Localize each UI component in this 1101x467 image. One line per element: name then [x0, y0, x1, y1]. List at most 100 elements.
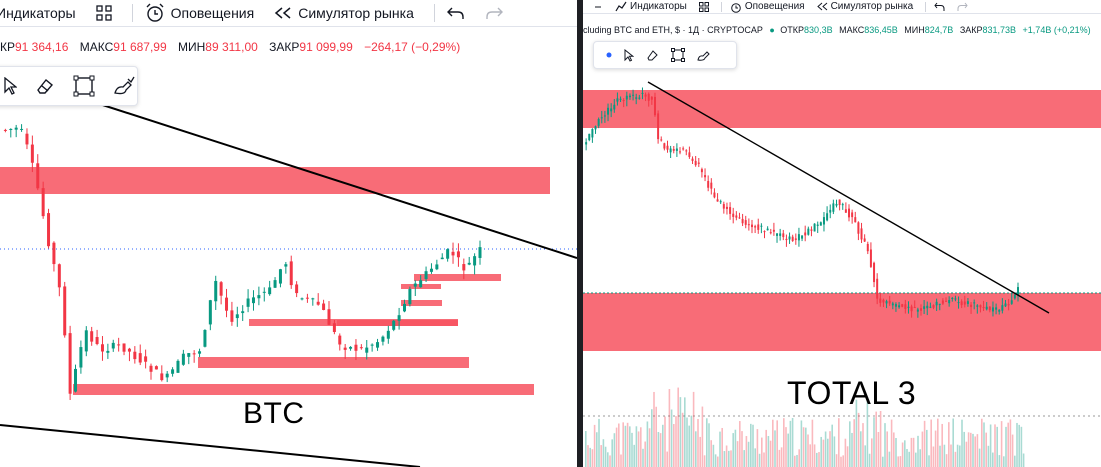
volume-bar: [633, 444, 635, 467]
candle-body: [376, 342, 380, 348]
volume-bar: [954, 451, 957, 467]
candle-body: [926, 305, 929, 309]
candle-body: [901, 304, 904, 307]
indicators-label: Индикаторы: [0, 5, 76, 21]
rewind-icon: [275, 7, 291, 19]
candle-body: [713, 192, 716, 198]
candle-body: [251, 297, 255, 304]
candle-body: [923, 306, 926, 309]
volume-bar: [585, 431, 587, 467]
indicators-button[interactable]: Индикаторы: [0, 5, 76, 21]
volume-bar: [809, 444, 811, 467]
resistance-zone: [401, 300, 442, 306]
layout-grid-button[interactable]: [698, 1, 709, 12]
volume-bar: [868, 453, 871, 467]
open-value: 830,3B: [804, 25, 833, 35]
change-value: −264,17 (−0,29%): [364, 40, 461, 54]
redo-icon: [486, 7, 503, 19]
btc-chart-canvas[interactable]: [0, 0, 577, 467]
alerts-button[interactable]: Оповещения: [730, 1, 805, 13]
volume-bar: [725, 445, 728, 467]
candle-body: [57, 264, 61, 288]
candle-body: [192, 353, 196, 355]
candle-body: [991, 307, 994, 312]
alerts-button[interactable]: Оповещения: [145, 3, 254, 23]
undo-button[interactable]: [934, 2, 945, 12]
menu-button[interactable]: [595, 2, 603, 12]
volume-bar: [912, 437, 915, 467]
candle-body: [214, 280, 218, 302]
candle-body: [235, 314, 239, 319]
rectangle-icon[interactable]: [671, 48, 685, 62]
brush-icon[interactable]: [113, 76, 135, 96]
brush-icon[interactable]: [697, 49, 711, 62]
volume-bar: [796, 454, 798, 467]
volume-bar: [818, 452, 820, 467]
candle-body: [722, 204, 725, 209]
volume-bar: [952, 418, 954, 467]
volume-bar: [1000, 421, 1003, 467]
candle-body: [772, 229, 775, 232]
volume-bar: [884, 423, 886, 467]
candle-body: [741, 218, 744, 224]
volume-bar: [928, 455, 930, 467]
candle-body: [36, 163, 40, 189]
candle-body: [74, 368, 78, 392]
high-key: МАКС: [79, 40, 114, 54]
candle-body: [332, 323, 336, 332]
candle-body: [979, 305, 982, 308]
volume-bar: [774, 430, 776, 467]
cursor-icon[interactable]: [3, 77, 17, 95]
indicators-button[interactable]: Индикаторы: [615, 1, 687, 12]
dot-icon[interactable]: [606, 52, 612, 58]
market-replay-label: Симулятор рынка: [298, 5, 414, 21]
volume-bar: [670, 409, 673, 467]
volume-bar: [714, 454, 717, 467]
indicators-icon: [615, 1, 627, 12]
volume-bar: [761, 437, 763, 467]
redo-button[interactable]: [957, 2, 968, 12]
eraser-icon[interactable]: [35, 76, 55, 96]
candle-body: [879, 298, 882, 303]
rectangle-icon[interactable]: [73, 75, 95, 97]
volume-bar: [668, 389, 671, 467]
candle-body: [392, 320, 396, 330]
market-replay-button[interactable]: Симулятор рынка: [274, 5, 414, 21]
redo-button[interactable]: [485, 5, 503, 21]
volume-bar: [648, 428, 651, 467]
candle-body: [860, 228, 863, 240]
candle-body: [338, 335, 342, 345]
eraser-icon[interactable]: [646, 49, 659, 62]
volume-bar: [717, 456, 719, 467]
chart-annotation-total3: TOTAL 3: [787, 375, 917, 411]
volume-bar: [659, 433, 662, 467]
undo-icon: [446, 7, 464, 19]
candle-body: [619, 98, 622, 100]
candle-body: [160, 373, 164, 381]
volume-bar: [679, 397, 682, 467]
volume-bar: [1014, 455, 1016, 467]
total3-chart-canvas[interactable]: [583, 0, 1101, 467]
volume-bar: [888, 451, 891, 467]
candle-body: [305, 297, 309, 299]
volume-bar: [622, 422, 624, 467]
market-replay-button[interactable]: Симулятор рынка: [816, 1, 913, 12]
volume-bar: [598, 418, 600, 467]
candle-body: [898, 305, 901, 308]
candle-body: [650, 96, 653, 100]
candle-body: [616, 98, 619, 102]
volume-bar: [822, 439, 825, 467]
candle-body: [829, 209, 832, 213]
open-key: КР: [0, 40, 15, 54]
cursor-icon[interactable]: [624, 48, 634, 62]
volume-bar: [613, 433, 616, 467]
candle-body: [144, 356, 148, 362]
resistance-zone: [0, 167, 550, 194]
toolbar-divider: [433, 4, 435, 22]
volume-bar: [783, 418, 785, 467]
volume-bar: [840, 456, 842, 467]
layout-grid-button[interactable]: [95, 5, 112, 21]
undo-button[interactable]: [446, 5, 465, 21]
volume-bar: [719, 431, 721, 467]
close-key: ЗАКР: [269, 40, 300, 54]
